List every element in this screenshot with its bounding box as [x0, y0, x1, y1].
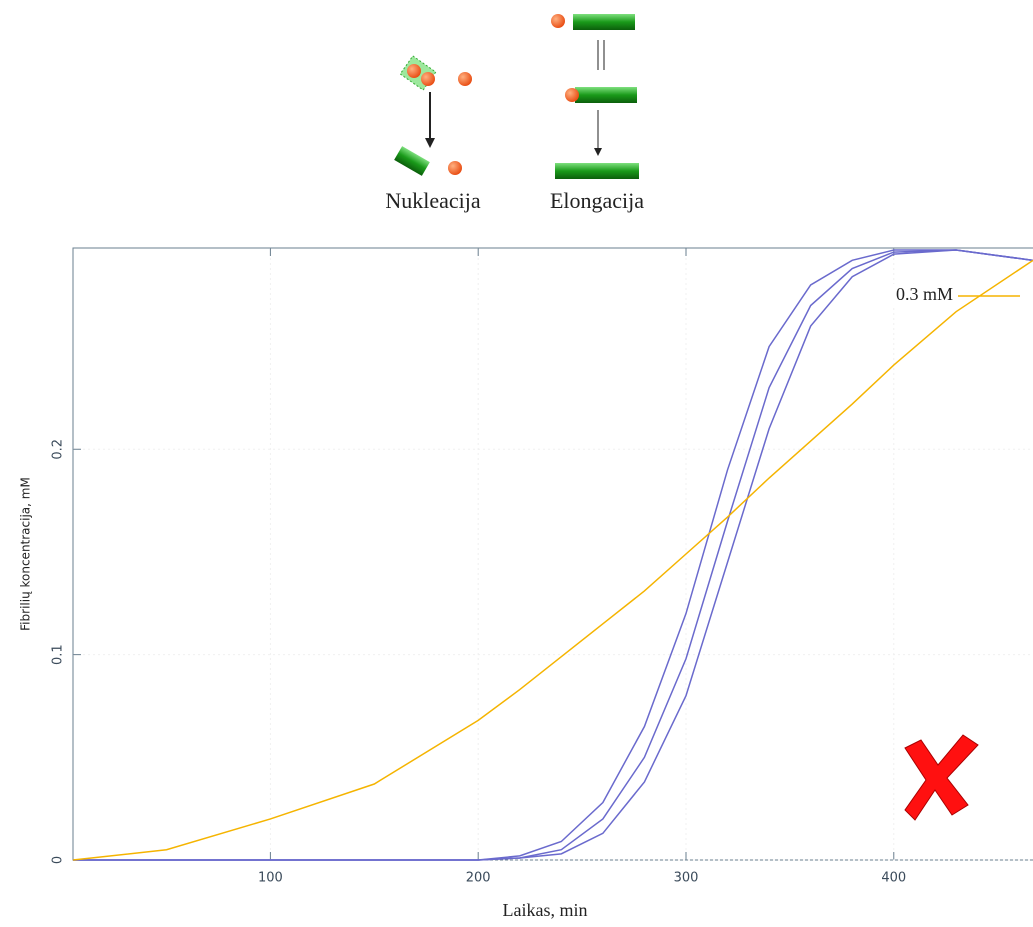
x-tick-label: 100 [258, 871, 283, 886]
mechanism-diagram: Nukleacija Elongacija [385, 14, 644, 213]
x-tick-label: 400 [881, 871, 906, 886]
plot-frame [73, 248, 1033, 860]
diagram-label: Elongacija [550, 188, 644, 213]
series-line [73, 250, 1033, 860]
diagram-label: Nukleacija [385, 188, 481, 213]
y-axis-label: Fibrilių koncentracija, mM [19, 477, 33, 631]
series-line [73, 260, 1033, 860]
x-axis-label: Laikas, min [503, 900, 588, 920]
red-x-marker [905, 735, 978, 820]
series-line [73, 250, 1033, 860]
x-tick-label: 300 [674, 871, 699, 886]
legend-label: 0.3 mM [896, 284, 953, 304]
series-line [73, 250, 1033, 860]
y-tick-label: 0.1 [51, 644, 66, 665]
y-tick-label: 0.2 [51, 439, 66, 460]
x-tick-label: 200 [466, 871, 491, 886]
y-tick-label: 0 [51, 856, 66, 864]
page: Nukleacija Elongacija Laikas, min Fibril… [0, 0, 1033, 927]
